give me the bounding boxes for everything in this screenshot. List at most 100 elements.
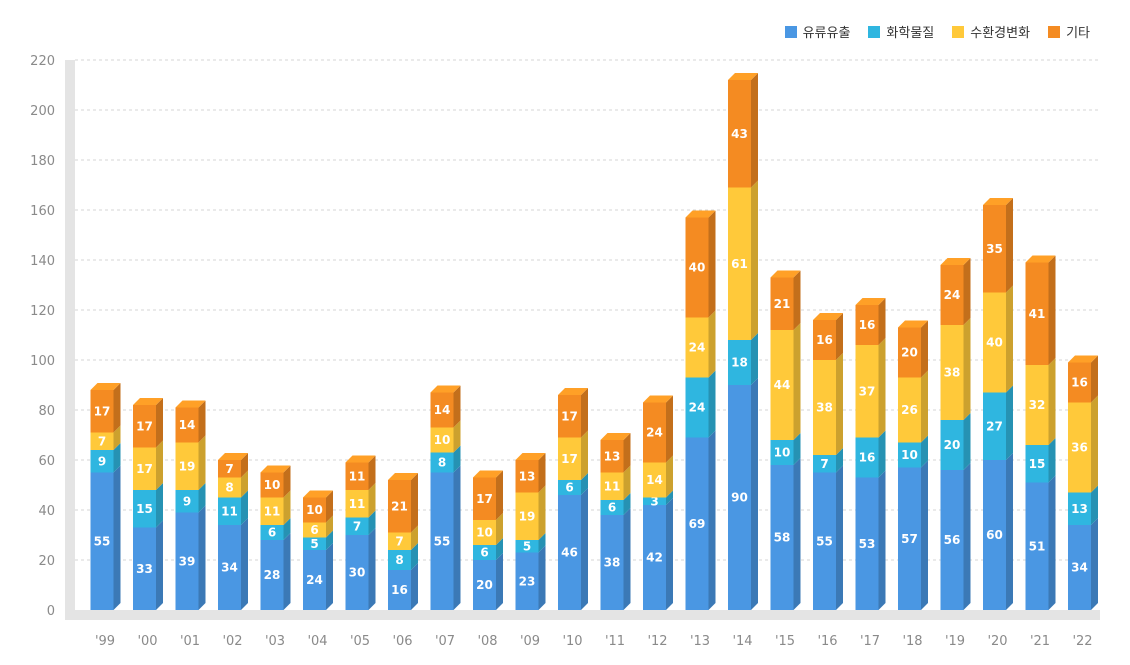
bar-value-label: 24 (306, 573, 323, 587)
bar-value-label: 44 (774, 378, 791, 392)
bar-value-label: 19 (179, 459, 196, 473)
bar-segment (813, 320, 836, 360)
x-tick-label: '05 (350, 634, 370, 649)
bar-segment (643, 402, 666, 463)
bar-value-label: 8 (438, 456, 446, 470)
bar-value-label: 23 (519, 574, 536, 588)
bar-segment (345, 490, 369, 518)
bar-segment-side (1006, 453, 1013, 610)
bar-value-label: 60 (986, 528, 1003, 542)
bar-value-label: 9 (183, 494, 191, 508)
bar-segment-side (581, 388, 588, 438)
bar-segment-side (708, 310, 716, 378)
bar-segment-side (793, 458, 801, 610)
bar-segment-side (113, 425, 121, 450)
x-tick-label: '18 (902, 634, 922, 649)
bar-segment-side (921, 435, 928, 468)
bar-segment (983, 460, 1006, 610)
bar-segment (1025, 445, 1049, 483)
bar-value-label: 5 (310, 537, 318, 551)
bar-segment (260, 497, 284, 525)
bar-value-label: 17 (136, 462, 153, 476)
bar-segment-side (326, 515, 333, 538)
bar-value-label: 40 (689, 261, 706, 275)
bar-stack-13: 69 24 24 40 (685, 210, 716, 610)
bar-segment (218, 525, 241, 610)
bar-value-label: 32 (1029, 398, 1046, 412)
bar-segment (218, 477, 241, 498)
bar-segment (175, 490, 199, 513)
bar-segment-side (623, 433, 631, 473)
bar-value-label: 20 (476, 578, 493, 592)
bar-top (855, 298, 886, 305)
x-tick-label: '20 (987, 634, 1007, 649)
bar-segment-side (1006, 385, 1013, 460)
bar-value-label: 35 (986, 242, 1003, 256)
y-tick-label: 100 (30, 354, 55, 369)
bar-segment-side (156, 483, 163, 528)
bar-segment-side (1091, 355, 1098, 403)
bar-segment (898, 442, 921, 468)
bar-value-label: 11 (604, 479, 621, 493)
bar-segment (770, 440, 794, 465)
y-tick-label: 160 (30, 204, 55, 219)
bar-value-label: 10 (306, 503, 323, 517)
bar-value-label: 57 (901, 532, 918, 546)
bar-segment (345, 517, 369, 535)
bars: 5597173315171739919143411872861110245610… (90, 73, 1098, 610)
bar-segment (728, 340, 751, 385)
bar-segment-side (1091, 395, 1098, 493)
y-tick-label: 120 (30, 304, 55, 319)
bar-segment (1068, 362, 1091, 403)
bar-segment-side (1048, 255, 1056, 365)
bar-segment-side (326, 543, 333, 610)
bar-segment-side (921, 460, 928, 610)
bar-segment-side (496, 513, 503, 545)
bar-value-label: 24 (689, 401, 706, 415)
bar-stack-16: 55 7 38 16 (813, 313, 843, 610)
bar-segment (175, 407, 199, 443)
x-tick-label: '10 (562, 634, 582, 649)
bar-value-label: 8 (395, 553, 403, 567)
bar-value-label: 42 (646, 551, 663, 565)
bar-segment (898, 327, 921, 378)
x-tick-label: '08 (477, 634, 497, 649)
bar-segment-side (581, 473, 588, 495)
legend-swatch (1048, 25, 1061, 38)
x-tick-label: '99 (95, 634, 115, 649)
bar-segment (1068, 402, 1091, 493)
bar-top (430, 385, 461, 393)
bar-segment (685, 437, 709, 610)
bar-segment-side (751, 73, 758, 188)
x-tick-label: '00 (137, 634, 157, 649)
bar-segment (558, 480, 581, 495)
x-tick-label: '21 (1030, 634, 1050, 649)
bar-value-label: 13 (1071, 502, 1088, 516)
bar-stack-99: 55 9 7 17 (90, 383, 121, 610)
bar-segment (515, 552, 539, 610)
bar-segment (133, 405, 156, 448)
bar-value-label: 17 (136, 419, 153, 433)
bar-segment-side (963, 463, 971, 610)
bar-value-label: 17 (476, 492, 493, 506)
bar-value-label: 38 (944, 366, 961, 380)
bar-value-label: 34 (1071, 561, 1088, 575)
y-tick-label: 0 (47, 604, 55, 619)
y-axis: 0 20 40 60 80 100 120 140 160 180 200 220 (30, 54, 55, 619)
bar-value-label: 6 (565, 481, 573, 495)
bar-value-label: 16 (859, 451, 876, 465)
bar-value-label: 14 (646, 473, 663, 487)
y-tick-label: 180 (30, 154, 55, 169)
bar-segment-side (538, 545, 546, 610)
bar-segment-side (666, 498, 673, 610)
bar-stack-22: 34 13 36 16 (1068, 355, 1098, 610)
bar-segment (515, 460, 539, 493)
bar-segment-side (241, 453, 248, 478)
bar-segment (260, 540, 284, 610)
bar-segment (855, 305, 879, 345)
bar-segment (813, 472, 836, 610)
bar-segment (600, 472, 624, 500)
bar-value-label: 7 (225, 462, 233, 476)
bar-segment (388, 550, 411, 570)
bar-value-label: 53 (859, 537, 876, 551)
